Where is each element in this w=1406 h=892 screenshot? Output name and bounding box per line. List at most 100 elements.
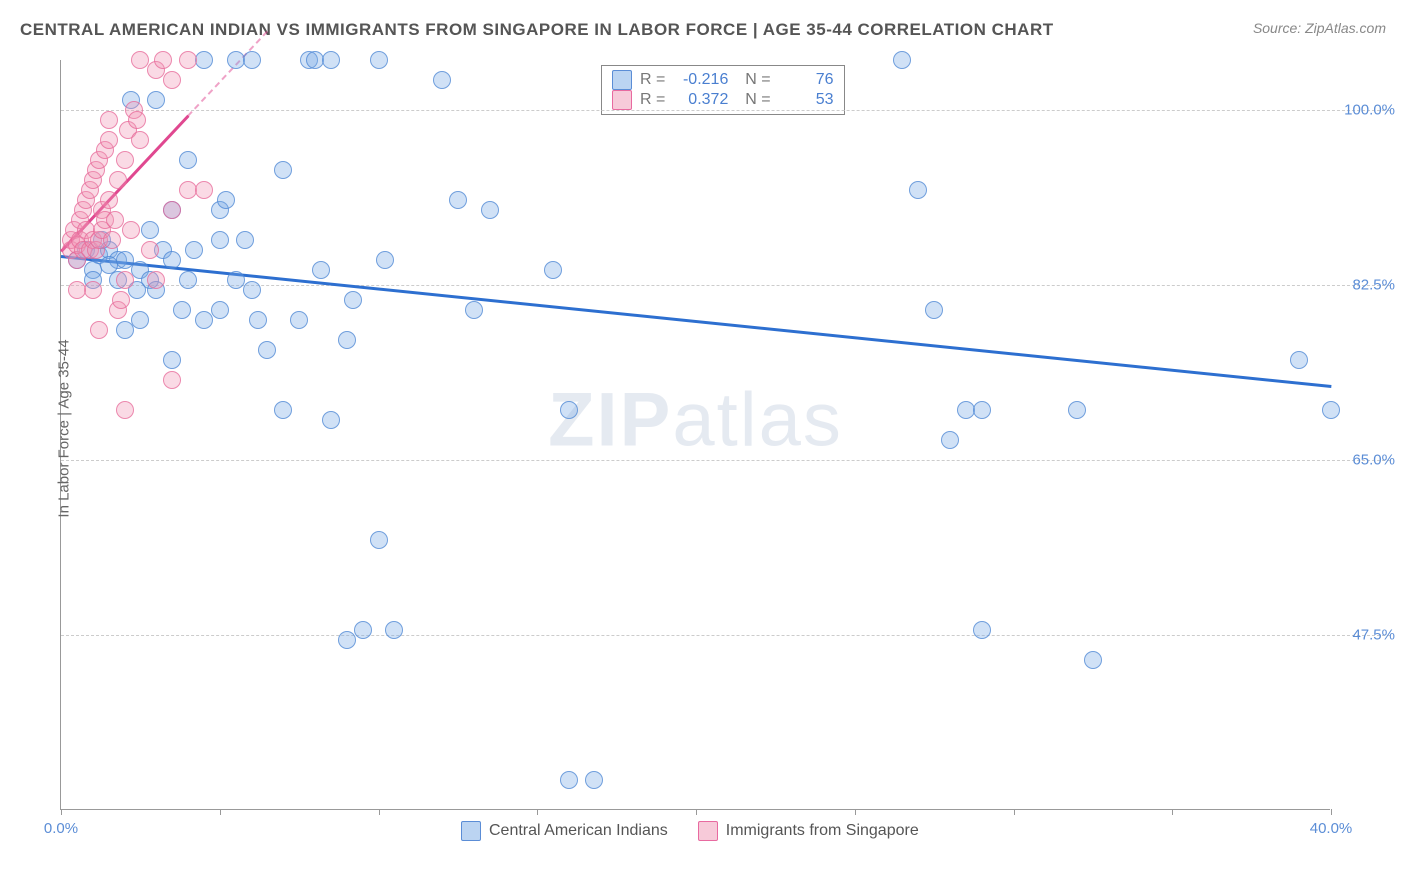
point-blue bbox=[544, 261, 562, 279]
point-pink bbox=[131, 131, 149, 149]
point-blue bbox=[236, 231, 254, 249]
r-value-pink: 0.372 bbox=[673, 91, 728, 109]
point-blue bbox=[195, 51, 213, 69]
x-tick bbox=[1331, 809, 1332, 815]
x-tick bbox=[855, 809, 856, 815]
point-blue bbox=[560, 771, 578, 789]
point-pink bbox=[179, 51, 197, 69]
r-value-blue: -0.216 bbox=[673, 71, 728, 89]
point-pink bbox=[163, 371, 181, 389]
point-pink bbox=[163, 71, 181, 89]
swatch-pink-icon bbox=[698, 821, 718, 841]
point-blue bbox=[560, 401, 578, 419]
point-blue bbox=[195, 311, 213, 329]
point-blue bbox=[163, 251, 181, 269]
point-blue bbox=[385, 621, 403, 639]
point-pink bbox=[109, 171, 127, 189]
n-value-blue: 76 bbox=[779, 71, 834, 89]
r-label: R = bbox=[640, 91, 665, 109]
stats-row-pink: R = 0.372 N = 53 bbox=[612, 90, 834, 110]
point-pink bbox=[128, 111, 146, 129]
point-pink bbox=[100, 131, 118, 149]
point-blue bbox=[973, 401, 991, 419]
legend-item-pink: Immigrants from Singapore bbox=[698, 821, 919, 841]
y-tick-label: 82.5% bbox=[1352, 277, 1395, 294]
point-pink bbox=[100, 111, 118, 129]
bottom-legend: Central American Indians Immigrants from… bbox=[461, 821, 919, 841]
gridline-h bbox=[61, 460, 1390, 461]
x-tick bbox=[220, 809, 221, 815]
point-blue bbox=[1290, 351, 1308, 369]
point-blue bbox=[449, 191, 467, 209]
point-pink bbox=[68, 281, 86, 299]
point-blue bbox=[338, 631, 356, 649]
point-blue bbox=[217, 191, 235, 209]
point-blue bbox=[211, 301, 229, 319]
point-blue bbox=[322, 51, 340, 69]
point-blue bbox=[185, 241, 203, 259]
y-tick-label: 47.5% bbox=[1352, 627, 1395, 644]
point-pink bbox=[84, 281, 102, 299]
point-blue bbox=[274, 161, 292, 179]
point-blue bbox=[258, 341, 276, 359]
point-pink bbox=[147, 271, 165, 289]
point-pink bbox=[103, 231, 121, 249]
point-blue bbox=[465, 301, 483, 319]
point-pink bbox=[90, 321, 108, 339]
point-blue bbox=[941, 431, 959, 449]
point-blue bbox=[173, 301, 191, 319]
point-pink bbox=[116, 401, 134, 419]
gridline-h bbox=[61, 110, 1390, 111]
point-blue bbox=[585, 771, 603, 789]
point-blue bbox=[344, 291, 362, 309]
x-tick-label: 0.0% bbox=[44, 820, 78, 837]
scatter-plot: ZIPatlas R = -0.216 N = 76 R = 0.372 N =… bbox=[60, 60, 1330, 810]
y-tick-label: 65.0% bbox=[1352, 452, 1395, 469]
point-pink bbox=[154, 51, 172, 69]
point-pink bbox=[195, 181, 213, 199]
point-blue bbox=[893, 51, 911, 69]
stats-legend-box: R = -0.216 N = 76 R = 0.372 N = 53 bbox=[601, 65, 845, 115]
point-blue bbox=[141, 221, 159, 239]
point-blue bbox=[312, 261, 330, 279]
point-blue bbox=[354, 621, 372, 639]
chart-title: CENTRAL AMERICAN INDIAN VS IMMIGRANTS FR… bbox=[20, 20, 1054, 39]
point-blue bbox=[322, 411, 340, 429]
point-blue bbox=[370, 531, 388, 549]
n-value-pink: 53 bbox=[779, 91, 834, 109]
r-label: R = bbox=[640, 71, 665, 89]
y-tick-label: 100.0% bbox=[1344, 102, 1395, 119]
swatch-blue-icon bbox=[461, 821, 481, 841]
legend-label-pink: Immigrants from Singapore bbox=[726, 822, 919, 840]
x-tick bbox=[379, 809, 380, 815]
point-blue bbox=[211, 231, 229, 249]
x-tick bbox=[61, 809, 62, 815]
point-blue bbox=[179, 151, 197, 169]
point-blue bbox=[433, 71, 451, 89]
n-label: N = bbox=[736, 71, 770, 89]
n-label: N = bbox=[736, 91, 770, 109]
swatch-pink-icon bbox=[612, 90, 632, 110]
point-blue bbox=[1322, 401, 1340, 419]
point-pink bbox=[122, 221, 140, 239]
x-tick bbox=[537, 809, 538, 815]
point-blue bbox=[973, 621, 991, 639]
legend-label-blue: Central American Indians bbox=[489, 822, 668, 840]
point-blue bbox=[147, 91, 165, 109]
stats-row-blue: R = -0.216 N = 76 bbox=[612, 70, 834, 90]
point-pink bbox=[100, 191, 118, 209]
point-pink bbox=[116, 271, 134, 289]
point-blue bbox=[370, 51, 388, 69]
x-tick bbox=[1014, 809, 1015, 815]
point-pink bbox=[163, 201, 181, 219]
y-axis-label: In Labor Force | Age 35-44 bbox=[56, 339, 73, 517]
point-blue bbox=[925, 301, 943, 319]
x-tick bbox=[1172, 809, 1173, 815]
x-tick-label: 40.0% bbox=[1310, 820, 1353, 837]
x-tick bbox=[696, 809, 697, 815]
legend-item-blue: Central American Indians bbox=[461, 821, 668, 841]
point-blue bbox=[243, 51, 261, 69]
point-pink bbox=[116, 151, 134, 169]
point-blue bbox=[290, 311, 308, 329]
point-blue bbox=[909, 181, 927, 199]
